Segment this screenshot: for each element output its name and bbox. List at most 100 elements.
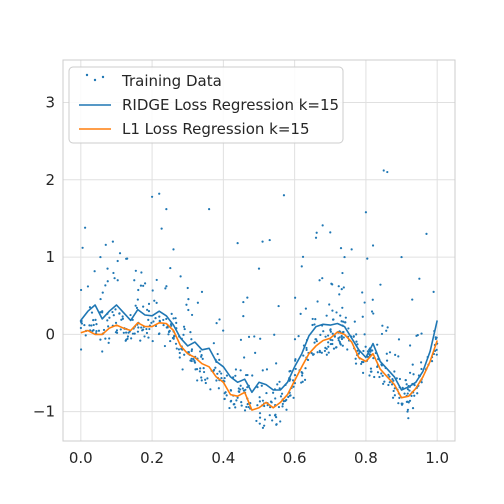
scatter-point xyxy=(79,288,83,292)
scatter-point xyxy=(245,405,248,409)
scatter-point xyxy=(340,335,343,338)
x-tick-label: 1.0 xyxy=(425,449,449,467)
scatter-point xyxy=(404,379,407,382)
scatter-point xyxy=(338,340,341,343)
scatter-point xyxy=(329,328,332,331)
scatter-point xyxy=(293,338,297,341)
scatter-point xyxy=(99,255,102,259)
scatter-point xyxy=(315,338,318,341)
scatter-point xyxy=(339,314,342,317)
scatter-point xyxy=(332,347,336,350)
scatter-point xyxy=(165,208,168,211)
scatter-point xyxy=(305,346,308,350)
scatter-point xyxy=(274,413,277,416)
scatter-point xyxy=(101,350,104,353)
scatter-point xyxy=(137,288,140,292)
scatter-point xyxy=(115,329,119,332)
scatter-point xyxy=(165,285,168,288)
scatter-point xyxy=(294,367,297,371)
scatter-point xyxy=(241,387,244,390)
scatter-point xyxy=(361,291,364,294)
scatter-point xyxy=(190,348,194,351)
scatter-point xyxy=(239,338,243,341)
scatter-point xyxy=(420,367,423,371)
scatter-point xyxy=(363,333,366,336)
scatter-point xyxy=(196,379,199,382)
scatter-point xyxy=(368,374,371,377)
scatter-point xyxy=(154,317,157,320)
x-tick-label: 0.2 xyxy=(140,449,164,467)
scatter-point xyxy=(360,362,363,366)
scatter-point xyxy=(194,368,197,371)
scatter-point xyxy=(294,296,297,299)
scatter-point xyxy=(392,389,395,393)
y-tick-label: 1 xyxy=(45,248,55,266)
scatter-point xyxy=(420,332,423,335)
scatter-point xyxy=(169,339,172,343)
scatter-point xyxy=(108,337,111,340)
scatter-point xyxy=(301,372,304,375)
scatter-point xyxy=(342,330,345,334)
scatter-point xyxy=(133,332,136,335)
scatter-point xyxy=(300,265,303,268)
scatter-point xyxy=(411,298,414,301)
scatter-point xyxy=(236,396,239,399)
scatter-point xyxy=(136,298,139,301)
scatter-point xyxy=(253,335,256,338)
scatter-point xyxy=(369,367,373,370)
scatter-point xyxy=(406,388,410,391)
scatter-point xyxy=(94,318,97,321)
scatter-point xyxy=(92,323,95,327)
scatter-point xyxy=(111,310,114,314)
legend-label: RIDGE Loss Regression k=15 xyxy=(122,96,339,114)
scatter-point xyxy=(92,319,95,322)
scatter-point xyxy=(340,288,343,291)
scatter-point xyxy=(218,358,221,361)
scatter-point xyxy=(411,406,415,410)
scatter-point xyxy=(354,357,357,360)
legend-box xyxy=(68,66,344,144)
scatter-point xyxy=(157,332,161,336)
scatter-point xyxy=(247,405,250,409)
scatter-point xyxy=(112,314,115,317)
scatter-point xyxy=(376,365,379,368)
scatter-point xyxy=(316,300,319,303)
scatter-point xyxy=(321,224,324,227)
scatter-point xyxy=(258,396,261,399)
scatter-point xyxy=(162,324,165,327)
scatter-point xyxy=(278,380,281,383)
scatter-point xyxy=(383,380,386,383)
scatter-point xyxy=(97,329,101,332)
scatter-point xyxy=(242,300,245,304)
scatter-point xyxy=(271,419,274,422)
scatter-point xyxy=(372,312,375,315)
scatter-point xyxy=(329,231,332,234)
scatter-point xyxy=(220,376,223,380)
scatter-point xyxy=(388,351,392,354)
scatter-point xyxy=(276,383,279,386)
scatter-point xyxy=(339,246,343,250)
scatter-point xyxy=(413,394,416,397)
scatter-point xyxy=(121,315,124,318)
scatter-point xyxy=(379,283,382,286)
scatter-point xyxy=(385,329,388,332)
scatter-point xyxy=(261,399,265,402)
scatter-point xyxy=(223,377,226,380)
scatter-point xyxy=(282,194,286,197)
scatter-point xyxy=(200,376,203,379)
scatter-point xyxy=(315,231,318,234)
legend-label: Training Data xyxy=(121,72,222,90)
scatter-point xyxy=(416,392,419,395)
scatter-point xyxy=(240,404,243,407)
scatter-point xyxy=(167,333,170,336)
scatter-point xyxy=(198,370,202,373)
scatter-point xyxy=(83,226,87,229)
scatter-point xyxy=(373,375,376,379)
scatter-point xyxy=(410,394,413,397)
legend-marker-scatter xyxy=(85,73,89,77)
scatter-point xyxy=(183,353,186,356)
scatter-point xyxy=(406,410,409,413)
scatter-point xyxy=(430,360,434,363)
scatter-point xyxy=(202,370,206,374)
scatter-point xyxy=(408,371,412,374)
